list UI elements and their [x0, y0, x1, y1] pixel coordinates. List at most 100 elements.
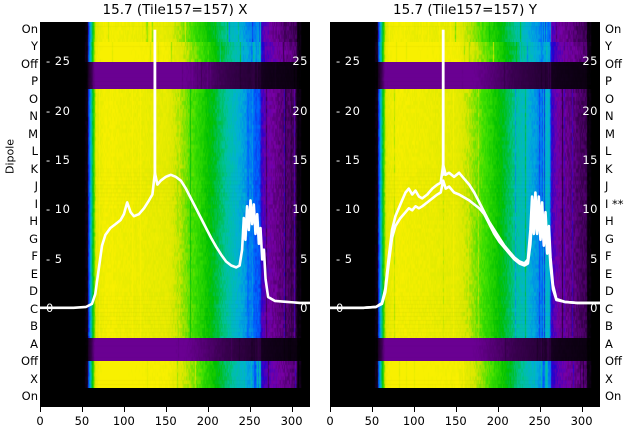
- x-tick-mark: [330, 407, 331, 412]
- y-tick-label-mirror: 20: [582, 103, 598, 118]
- y-category-label: C: [29, 301, 38, 316]
- x-tick-mark: [581, 407, 583, 412]
- y-tick-label-mirror: 20: [292, 103, 308, 118]
- x-tick-label: 200: [196, 414, 219, 428]
- y-tick-label: - 5: [336, 251, 353, 266]
- heatmap-band: [40, 360, 310, 388]
- y-tick-label: - 5: [46, 251, 63, 266]
- y-tick-label-mirror: 0: [300, 300, 308, 315]
- y-category-label: K: [605, 161, 613, 176]
- x-tick-mark: [455, 407, 457, 412]
- x-tick-label: 50: [364, 414, 380, 428]
- y-tick-label-mirror: 5: [590, 251, 598, 266]
- x-tick-mark: [291, 407, 293, 412]
- x-tick-mark: [81, 407, 83, 412]
- x-tick-label: 300: [280, 414, 303, 428]
- y-category-label: J: [605, 179, 609, 194]
- y-tick-label-mirror: 0: [590, 300, 598, 315]
- y-tick-label: - 20: [336, 103, 361, 118]
- y-category-label: E: [605, 266, 613, 281]
- x-tick-label: 250: [528, 414, 551, 428]
- y-category-label: Y: [605, 39, 613, 54]
- y-category-label: C: [605, 301, 614, 316]
- x-tick-mark: [249, 407, 251, 412]
- overlay-curve: [330, 163, 600, 310]
- y-category-label: P: [605, 74, 612, 89]
- x-tick-label: 0: [326, 414, 334, 428]
- heatmap-band: [40, 89, 310, 340]
- vertical-spike-marker: [153, 29, 157, 176]
- y-category-label: I **: [605, 196, 624, 211]
- overlay-curve: [330, 179, 600, 310]
- x-tick-mark: [123, 407, 125, 412]
- heatmap-panel-y[interactable]: 0 0 - 5 5 - 10 10 - 15 15 - 20 20 - 25 25: [330, 22, 600, 407]
- y-category-label: F: [605, 249, 612, 264]
- y-tick-label: 0: [336, 300, 344, 315]
- x-tick-label: 200: [486, 414, 509, 428]
- overlay-curves: [40, 29, 310, 310]
- heatmap-band: [330, 62, 600, 90]
- y-axis-categories-right: On Y Off P O N M L K J I ** H G F E D C B A Off X On: [602, 22, 636, 407]
- heatmap-band: [40, 22, 310, 44]
- y-category-label: Off: [21, 56, 38, 71]
- panel-title-x: 15.7 (Tile157=157) X: [102, 2, 248, 18]
- y-category-label: X: [30, 371, 38, 386]
- y-category-label: Off: [21, 354, 38, 369]
- y-category-label: F: [31, 249, 38, 264]
- x-tick-mark: [413, 407, 415, 412]
- x-tick-label: 300: [570, 414, 593, 428]
- y-category-label: O: [605, 91, 615, 106]
- overlay-curves: [330, 29, 600, 310]
- x-tick-mark: [539, 407, 541, 412]
- y-category-label: A: [605, 336, 613, 351]
- y-category-label: H: [29, 214, 38, 229]
- y-tick-label: - 15: [46, 152, 71, 167]
- y-category-label: P: [31, 74, 38, 89]
- y-tick-label: - 25: [336, 54, 361, 69]
- y-category-label: Off: [605, 56, 622, 71]
- overlay-curve: [40, 171, 310, 310]
- y-tick-label: - 10: [46, 202, 71, 217]
- y-tick-label: - 15: [336, 152, 361, 167]
- y-category-label: H: [605, 214, 614, 229]
- y-tick-label: - 10: [336, 202, 361, 217]
- heatmap-panel-x[interactable]: 0 0 - 5 5 - 10 10 - 15 15 - 20 20 - 25 25: [40, 22, 310, 407]
- vertical-spike-marker: [441, 29, 445, 176]
- y-category-label: N: [29, 109, 38, 124]
- y-tick-label-mirror: 25: [582, 54, 598, 69]
- y-category-label: N: [605, 109, 614, 124]
- x-tick-mark: [40, 407, 41, 412]
- x-tick-label: 100: [112, 414, 135, 428]
- y-category-label: D: [29, 284, 38, 299]
- y-category-label: E: [30, 266, 38, 281]
- x-tick-mark: [207, 407, 209, 412]
- y-category-label: Off: [605, 354, 622, 369]
- heatmap-band: [40, 338, 310, 361]
- y-category-label: On: [605, 389, 622, 404]
- y-tick-label-mirror: 10: [582, 202, 598, 217]
- heatmap-band: [40, 42, 310, 64]
- x-tick-mark: [497, 407, 499, 412]
- y-category-label: K: [30, 161, 38, 176]
- y-category-label: L: [605, 144, 612, 159]
- y-category-label: J: [34, 179, 38, 194]
- y-tick-label-mirror: 5: [300, 251, 308, 266]
- y-category-label: G: [29, 231, 38, 246]
- x-tick-label: 100: [402, 414, 425, 428]
- x-tick-label: 250: [238, 414, 261, 428]
- y-category-label: D: [605, 284, 614, 299]
- y-tick-label: - 20: [46, 103, 71, 118]
- heatmap-band: [330, 22, 600, 44]
- y-category-label: Y: [30, 39, 38, 54]
- y-category-label: B: [605, 319, 613, 334]
- y-category-label: I: [34, 196, 38, 211]
- y-category-label: O: [28, 91, 38, 106]
- heatmap-band: [330, 42, 600, 64]
- y-tick-label-mirror: 25: [292, 54, 308, 69]
- x-tick-label: 0: [36, 414, 44, 428]
- y-category-label: On: [605, 21, 622, 36]
- heatmap-band: [330, 360, 600, 388]
- heatmap-band: [40, 62, 310, 90]
- y-category-label: M: [605, 126, 615, 141]
